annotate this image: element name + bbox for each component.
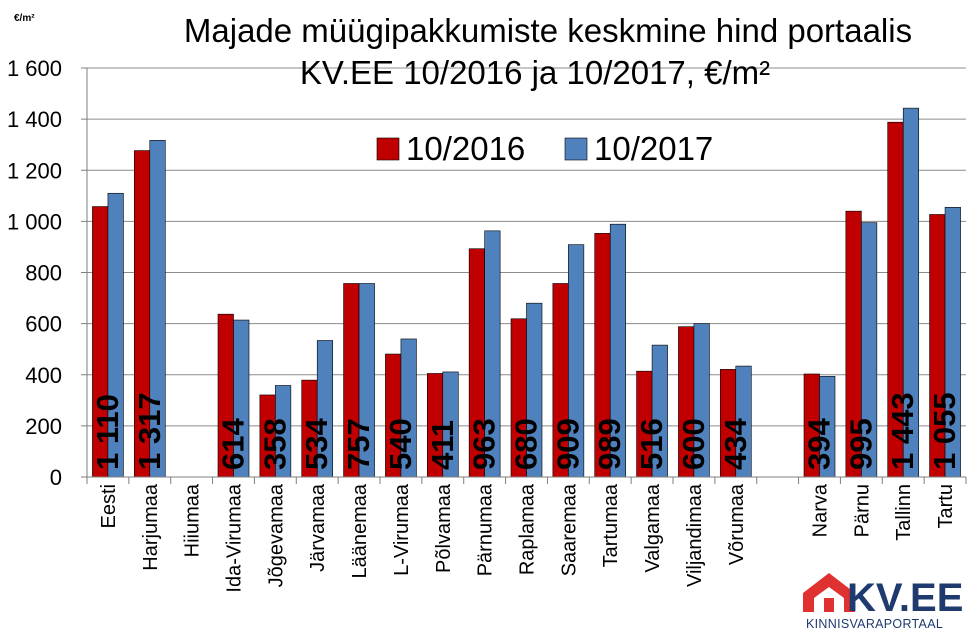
data-label: 358: [257, 418, 292, 470]
chart-title-line1: Majade müügipakkumiste keskmine hind por…: [184, 12, 912, 49]
logo-wordmark: KV.EE: [847, 576, 963, 620]
category-label: Harjumaa: [140, 483, 162, 571]
axes: [81, 67, 967, 484]
y-tick-label: 1 400: [7, 107, 62, 132]
legend: 10/2016 10/2017: [376, 130, 713, 167]
y-tick-labels: 0 200 400 600 800 1 000 1 200 1 400 1 600: [7, 56, 62, 490]
y-tick-label: 200: [25, 414, 62, 439]
data-label: 1 317: [132, 392, 167, 470]
category-label: Eesti: [98, 484, 120, 528]
data-label: 614: [216, 418, 251, 470]
data-labels: 1 110 1 317 614 358 534 757 540 411 963 680 909 989…: [90, 392, 962, 470]
category-label: Hiiumaa: [182, 483, 204, 557]
y-tick-label: 600: [25, 312, 62, 337]
unit-label: €/m²: [14, 13, 35, 24]
data-label: 995: [843, 418, 878, 470]
y-tick-label: 1 200: [7, 158, 62, 183]
data-label: 909: [550, 418, 585, 470]
data-label: 1 055: [927, 392, 962, 470]
data-label: 540: [383, 418, 418, 470]
category-label: Jõgevamaa: [265, 483, 287, 587]
data-label: 989: [592, 418, 627, 470]
house-door-icon: [824, 598, 834, 612]
data-label: 534: [299, 418, 334, 470]
data-label: 1 443: [885, 392, 920, 470]
category-label: Narva: [810, 483, 832, 537]
data-label: 411: [425, 420, 460, 470]
category-label: L-Virumaa: [391, 483, 413, 576]
data-label: 963: [467, 418, 502, 470]
data-label: 516: [634, 418, 669, 470]
y-tick-label: 1 000: [7, 209, 62, 234]
logo-tagline: KINNISVARAPORTAAL: [806, 617, 943, 631]
category-label: Läänemaa: [349, 483, 371, 578]
category-label: Saaremaa: [558, 483, 580, 576]
y-tick-label: 1 600: [7, 56, 62, 81]
category-label: Pärnumaa: [475, 483, 497, 576]
category-label: Ida-Virumaa: [224, 483, 246, 592]
y-tick-label: 400: [25, 363, 62, 388]
data-label: 1 110: [90, 394, 125, 470]
house-icon: [803, 573, 855, 612]
data-label: 757: [341, 418, 376, 470]
category-label: Võrumaa: [726, 483, 748, 565]
data-label: 434: [718, 418, 753, 470]
category-label: Tartumaa: [600, 483, 622, 567]
category-label: Pärnu: [851, 484, 873, 537]
category-label: Raplamaa: [517, 483, 539, 575]
data-label: 394: [802, 418, 837, 470]
category-label: Järvamaa: [307, 483, 329, 572]
category-label: Valgamaa: [642, 483, 664, 572]
data-label: 680: [509, 418, 544, 470]
y-tick-label: 0: [50, 465, 62, 490]
legend-label-2016: 10/2016: [406, 130, 525, 167]
legend-swatch-2016: [376, 137, 400, 161]
category-label: Põlvamaa: [433, 483, 455, 573]
data-label: 600: [676, 418, 711, 470]
category-labels: Eesti Harjumaa Hiiumaa Ida-Virumaa Jõgevamaa…: [98, 483, 957, 592]
category-label: Tartu: [935, 484, 957, 528]
category-label: Tallinn: [893, 484, 915, 541]
legend-label-2017: 10/2017: [594, 130, 713, 167]
chart-title-line2: KV.EE 10/2016 ja 10/2017, €/m²: [300, 54, 770, 91]
kv-ee-logo: KV.EE KINNISVARAPORTAAL: [803, 573, 963, 631]
bars: [92, 107, 961, 478]
legend-swatch-2017: [564, 137, 588, 161]
category-label: Viljandimaa: [684, 483, 706, 587]
y-tick-label: 800: [25, 261, 62, 286]
